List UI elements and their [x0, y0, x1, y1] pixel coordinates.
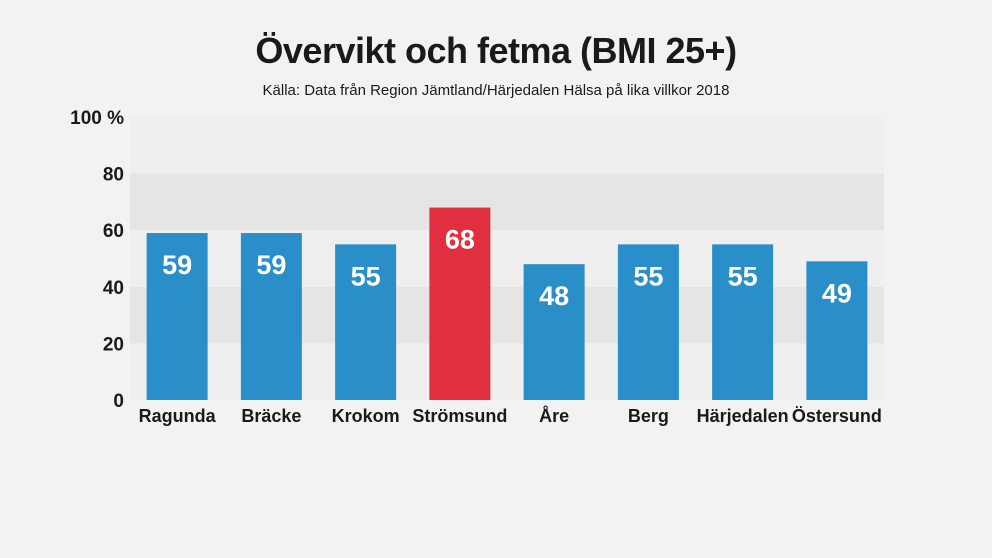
chart-subtitle: Källa: Data från Region Jämtland/Härjeda… [262, 82, 730, 99]
bar [806, 261, 868, 400]
bar [617, 244, 679, 400]
bar [240, 233, 302, 400]
data-label: 59 [256, 250, 286, 280]
data-label: 55 [633, 261, 663, 291]
bar [523, 264, 585, 400]
bar [146, 233, 208, 400]
data-label: 68 [445, 225, 475, 255]
y-tick-label: 60 [103, 221, 124, 242]
bar [429, 207, 491, 400]
x-tick-label: Bräcke [241, 406, 301, 426]
y-tick-label: 80 [103, 165, 124, 186]
x-tick-label: Strömsund [412, 406, 507, 426]
bar [712, 244, 774, 400]
x-tick-label: Härjedalen [697, 406, 789, 426]
grid-band [130, 117, 884, 174]
x-tick-label: Ragunda [139, 406, 217, 426]
y-axis-ticks: 0 20 40 60 80 100 % [70, 108, 124, 412]
x-tick-label: Åre [539, 406, 569, 426]
bar [335, 244, 397, 400]
data-label: 55 [351, 261, 381, 291]
y-tick-label: 40 [103, 278, 124, 299]
chart-title: Övervikt och fetma (BMI 25+) [255, 30, 737, 71]
data-label: 59 [162, 250, 192, 280]
x-tick-label: Berg [628, 406, 669, 426]
data-label: 48 [539, 281, 569, 311]
data-label: 49 [822, 278, 852, 308]
x-tick-label: Krokom [332, 406, 400, 426]
data-label: 55 [728, 261, 758, 291]
grid-band [130, 173, 884, 231]
x-axis-labels: Ragunda Bräcke Krokom Strömsund Åre Berg Härje… [139, 406, 882, 426]
y-tick-label: 0 [113, 391, 124, 412]
x-tick-label: Östersund [792, 406, 882, 426]
y-tick-label: 100 % [70, 108, 124, 129]
y-tick-label: 20 [103, 334, 124, 355]
bars: 59 59 55 68 48 55 55 49 [146, 207, 868, 400]
